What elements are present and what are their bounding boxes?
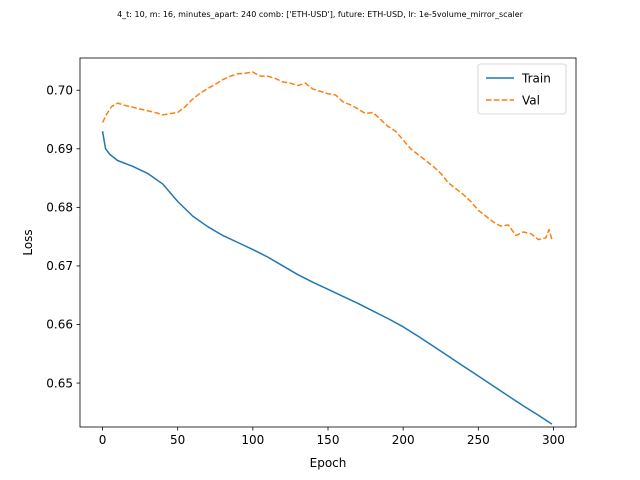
plot-area (80, 58, 576, 427)
y-tick-label: 0.66 (46, 318, 73, 332)
legend-box (477, 63, 567, 115)
x-tick-label: 250 (467, 433, 490, 447)
x-axis-label: Epoch (310, 456, 347, 470)
axes-layer: 0 50 100 150 200 250 300 0.65 0.66 0.67 0.68 0.69 0.… (46, 57, 577, 447)
series-layer (101, 71, 553, 425)
y-tick-label: 0.65 (46, 376, 73, 390)
y-tick-label: 0.67 (46, 259, 73, 273)
y-tick-label: 0.70 (46, 83, 73, 97)
x-tick-label: 150 (317, 433, 340, 447)
legend-label-val: Val (522, 93, 540, 107)
chart-title: 4_t: 10, m: 16, minutes_apart: 240 comb:… (117, 10, 524, 19)
y-axis-label: Loss (21, 229, 35, 255)
legend: Train Val (477, 63, 567, 115)
legend-label-train: Train (521, 71, 551, 85)
x-tick-label: 200 (392, 433, 415, 447)
x-tick-label: 100 (241, 433, 264, 447)
y-tick-label: 0.68 (46, 201, 73, 215)
series-line-val (101, 71, 553, 241)
x-tick-label: 50 (170, 433, 185, 447)
x-tick-label: 300 (542, 433, 565, 447)
x-tick-label: 0 (99, 433, 107, 447)
y-tick-label: 0.69 (46, 142, 73, 156)
series-line-train (101, 131, 553, 425)
